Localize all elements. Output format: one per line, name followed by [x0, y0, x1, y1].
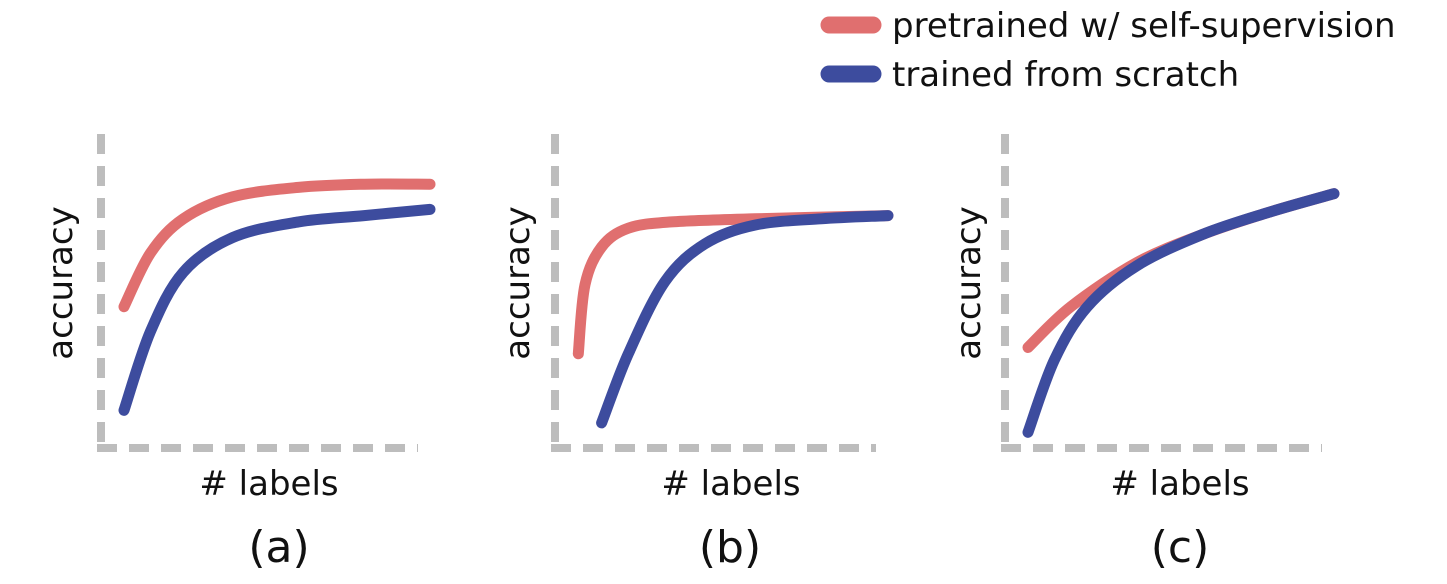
series-layer [572, 210, 894, 429]
panel-label: (a) [248, 522, 309, 573]
series-line-scratch [118, 203, 436, 416]
panel-a: accuracy # labels (a) [41, 134, 436, 573]
panel-b: accuracy # labels (b) [498, 134, 894, 573]
y-axis-label: accuracy [41, 206, 81, 359]
x-axis-label: # labels [1110, 464, 1249, 504]
panel-label: (c) [1151, 522, 1210, 573]
legend-label-pretrained: pretrained w/ self-supervision [892, 6, 1396, 46]
series-line-scratch [596, 210, 894, 429]
x-axis-label: # labels [661, 464, 800, 504]
x-axis-label: # labels [199, 464, 338, 504]
legend: pretrained w/ self-supervision trained f… [820, 6, 1396, 95]
legend-item-scratch: trained from scratch [820, 55, 1239, 95]
y-axis-label: accuracy [498, 206, 538, 359]
legend-label-scratch: trained from scratch [892, 55, 1239, 95]
series-layer [118, 178, 436, 416]
series-line-pretrained [118, 178, 436, 313]
series-layer [1022, 188, 1340, 438]
panel-label: (b) [699, 522, 761, 573]
y-axis-label: accuracy [949, 206, 989, 359]
legend-item-pretrained: pretrained w/ self-supervision [820, 6, 1396, 46]
series-line-scratch [1022, 188, 1340, 438]
panel-c: accuracy # labels (c) [949, 134, 1340, 573]
